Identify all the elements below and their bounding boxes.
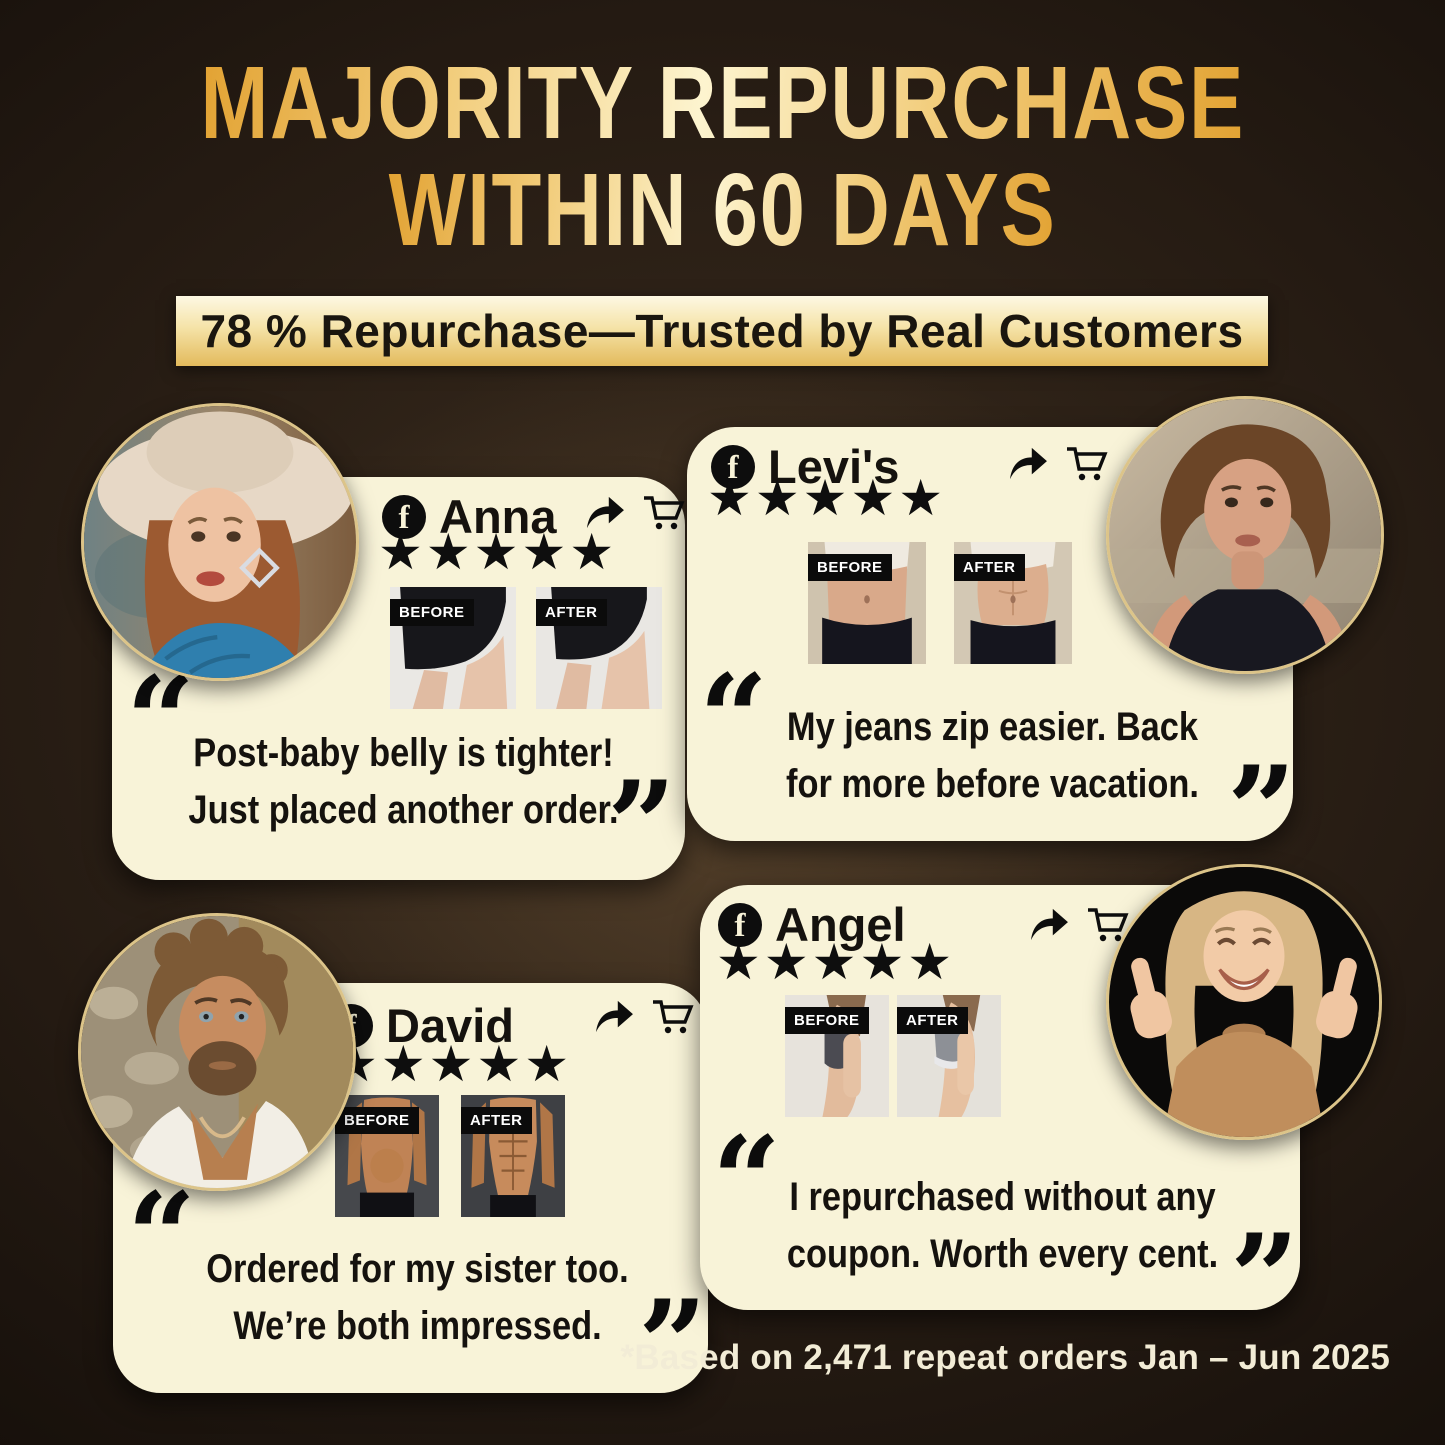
quote-line-1: Post-baby belly is tighter!	[193, 731, 614, 775]
avatar-anna	[81, 403, 359, 681]
facebook-icon: f	[711, 444, 755, 489]
close-quote: ”	[1227, 740, 1297, 881]
reviewer-header: f Anna	[382, 489, 557, 544]
card-actions	[593, 997, 695, 1037]
card-actions	[1028, 905, 1130, 945]
quote-line-2: coupon. Worth every cent.	[786, 1231, 1219, 1276]
open-quote: “	[127, 1166, 197, 1307]
repurchase-banner: 78 % Repurchase—Trusted by Real Customer…	[176, 296, 1268, 366]
before-photo: BEFORE	[335, 1095, 439, 1217]
close-quote: ”	[638, 1274, 708, 1415]
after-photo: AFTER	[536, 587, 662, 709]
quote-line-1: I repurchased without any	[789, 1175, 1216, 1219]
quote-line-2: Just placed another order.	[188, 787, 619, 832]
quote-text: Post-baby belly is tighter! Just placed …	[170, 725, 637, 839]
reviewer-name: Angel	[775, 898, 906, 951]
before-after-row: BEFORE AFTER	[808, 542, 1072, 664]
reviewer-name: Anna	[439, 490, 557, 543]
before-photo: BEFORE	[808, 542, 926, 664]
after-photo: AFTER	[461, 1095, 565, 1217]
cart-icon[interactable]	[1065, 444, 1109, 484]
quote-line-2: We’re both impressed.	[233, 1303, 602, 1348]
after-label: AFTER	[954, 554, 1025, 581]
avatar-levis	[1106, 396, 1384, 674]
reviewer-header: f Angel	[718, 897, 906, 952]
open-quote: “	[126, 650, 196, 791]
after-label: AFTER	[536, 599, 607, 626]
before-after-row: BEFORE AFTER	[390, 587, 662, 709]
before-label: BEFORE	[335, 1107, 419, 1134]
cart-icon[interactable]	[642, 493, 686, 533]
open-quote: “	[712, 1110, 782, 1251]
share-icon[interactable]	[593, 999, 635, 1035]
before-photo: BEFORE	[785, 995, 889, 1117]
share-icon[interactable]	[584, 495, 626, 531]
share-icon[interactable]	[1028, 907, 1070, 943]
title-line-2: WITHIN 60 DAYS	[388, 151, 1057, 267]
avatar-angel	[1106, 864, 1382, 1140]
page-title: MAJORITY REPURCHASE WITHIN 60 DAYS	[0, 44, 1445, 267]
star-rating: ★★★★★	[707, 469, 947, 527]
open-quote: “	[699, 648, 769, 789]
avatar-david	[78, 913, 356, 1191]
reviewer-name: Levi's	[768, 440, 900, 493]
before-after-row: BEFORE AFTER	[335, 1095, 565, 1217]
quote-line-1: Ordered for my sister too.	[206, 1247, 629, 1291]
after-label: AFTER	[461, 1107, 532, 1134]
before-label: BEFORE	[390, 599, 474, 626]
cart-icon[interactable]	[651, 997, 695, 1037]
close-quote: ”	[1230, 1208, 1300, 1349]
facebook-icon: f	[382, 494, 426, 539]
close-quote: ”	[607, 755, 677, 896]
cart-icon[interactable]	[1086, 905, 1130, 945]
before-label: BEFORE	[808, 554, 892, 581]
before-label: BEFORE	[785, 1007, 869, 1034]
card-actions	[1007, 444, 1109, 484]
facebook-icon: f	[718, 902, 762, 947]
quote-line-2: for more before vacation.	[786, 761, 1199, 806]
before-photo: BEFORE	[390, 587, 516, 709]
after-photo: AFTER	[897, 995, 1001, 1117]
reviewer-header: f Levi's	[711, 439, 899, 494]
star-rating: ★★★★★	[333, 1035, 573, 1093]
after-label: AFTER	[897, 1007, 968, 1034]
review-card-levis: f Levi's ★★★★★ B	[687, 427, 1296, 871]
reviewer-name: David	[386, 999, 514, 1052]
quote-line-1: My jeans zip easier. Back	[786, 705, 1199, 749]
title-line-1: MAJORITY REPURCHASE	[200, 44, 1245, 161]
quote-text: Ordered for my sister too. We’re both im…	[175, 1241, 661, 1355]
star-rating: ★★★★★	[716, 933, 956, 991]
review-card-anna: f Anna ★★★★★ BEFORE	[112, 477, 686, 896]
quote-text: My jeans zip easier. Back for more befor…	[760, 699, 1225, 813]
after-photo: AFTER	[954, 542, 1072, 664]
card-actions	[584, 493, 686, 533]
before-after-row: BEFORE AFTER	[785, 995, 1001, 1117]
share-icon[interactable]	[1007, 446, 1049, 482]
quote-text: I repurchased without any coupon. Worth …	[768, 1169, 1237, 1283]
star-rating: ★★★★★	[378, 523, 618, 581]
footnote: *Based on 2,471 repeat orders Jan – Jun …	[620, 1338, 1390, 1377]
